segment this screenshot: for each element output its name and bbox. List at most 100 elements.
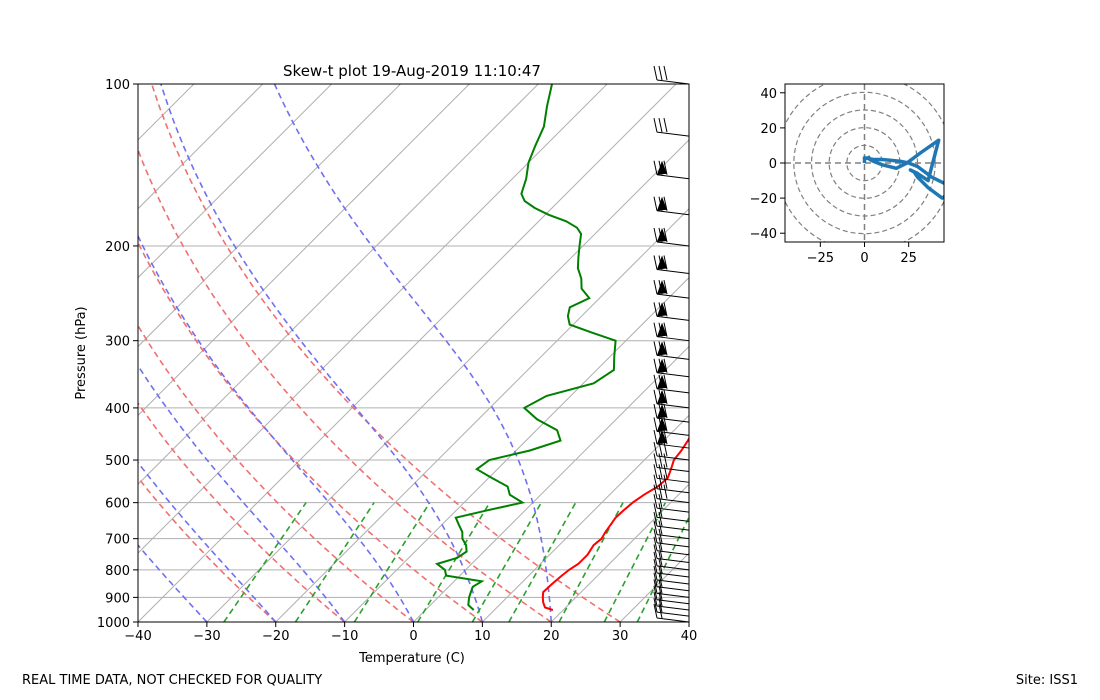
barb-shaft: [656, 79, 690, 85]
barb-shaft: [656, 477, 690, 483]
barb-feather: [653, 544, 658, 559]
barb-feather: [653, 565, 658, 581]
dry-adiabat-line: [138, 324, 414, 622]
barb-pennant: [657, 389, 667, 404]
barb-feather: [653, 429, 658, 445]
barb-feather: [653, 160, 658, 175]
quality-note: REAL TIME DATA, NOT CHECKED FOR QUALITY: [22, 673, 323, 688]
wind-barb: [653, 503, 690, 522]
barb-pennant: [657, 160, 667, 175]
barb-feather: [653, 389, 658, 405]
barb-feather: [653, 484, 658, 499]
barb-feather: [653, 558, 658, 574]
barb-feather: [653, 603, 658, 619]
barb-pennant: [657, 196, 667, 211]
barb-feather: [653, 279, 658, 295]
barb-pennant: [657, 302, 667, 317]
wind-barb: [653, 279, 690, 299]
y-tick-label: 400: [105, 402, 130, 417]
y-tick-label: 500: [105, 454, 130, 469]
y-axis-label: Pressure (hPa): [74, 306, 89, 399]
isotherm-line: [138, 84, 608, 554]
barb-pennant: [657, 280, 667, 295]
isotherm-line: [550, 483, 689, 622]
hodo-x-tick-label: 0: [860, 251, 868, 266]
barb-feather: [653, 441, 658, 457]
isotherm-line: [619, 552, 689, 622]
barb-feather: [653, 503, 658, 518]
y-tick-label: 1000: [97, 616, 130, 631]
barb-shaft: [656, 525, 690, 531]
barb-shaft: [656, 430, 690, 436]
isotherm-line: [688, 621, 689, 622]
barb-feather: [663, 403, 668, 419]
wind-barb: [653, 474, 690, 494]
x-tick-label: 20: [543, 629, 560, 644]
barb-feather: [658, 512, 663, 527]
axis-ticks: −40 −30 −20 −10 0 10 20 30 40 100 200 300 400 500 600 7…: [97, 78, 697, 644]
wind-barb: [653, 464, 690, 483]
barb-feather: [653, 512, 658, 527]
x-tick-label: −40: [124, 629, 151, 644]
barb-feather: [658, 474, 663, 489]
barb-shaft: [656, 268, 690, 274]
barb-feather: [658, 520, 663, 535]
barb-shaft: [656, 550, 690, 556]
barb-feather: [658, 503, 663, 518]
barb-feather: [658, 464, 663, 479]
barb-shaft: [656, 388, 690, 394]
barb-feather: [653, 417, 658, 432]
isotherm-line: [413, 345, 689, 622]
barb-feather: [663, 279, 668, 295]
barb-feather: [653, 341, 658, 356]
barb-shaft: [656, 498, 690, 504]
barb-shaft: [656, 611, 690, 617]
barb-feather: [658, 453, 663, 468]
isotherm-line: [138, 84, 470, 417]
wind-barb: [653, 494, 690, 513]
isotherm-line: [206, 139, 689, 622]
mixing-ratio-line: [353, 502, 431, 622]
wind-barb: [653, 484, 690, 504]
isotherm-line: [138, 84, 332, 279]
wind-barb: [653, 591, 690, 611]
barb-shaft: [656, 315, 690, 321]
hodograph-chart: −25 0 25 40 20 0 −20 −40: [750, 83, 945, 266]
barb-feather: [653, 227, 658, 243]
barb-pennant: [657, 341, 667, 356]
wind-barb: [653, 322, 690, 342]
isotherm-line: [138, 84, 401, 348]
barb-feather: [663, 160, 668, 175]
wind-barb: [653, 528, 690, 548]
barb-shaft: [656, 572, 690, 578]
barb-shaft: [656, 210, 690, 216]
moist-adiabat-line: [160, 84, 484, 622]
isotherm-line: [138, 84, 195, 141]
x-tick-label: −20: [262, 629, 289, 644]
dry-adiabat-line: [138, 241, 483, 622]
wind-barb: [653, 453, 690, 472]
series-group: [434, 84, 689, 611]
barb-feather: [663, 464, 668, 479]
x-tick-label: 10: [474, 629, 491, 644]
barb-shaft: [656, 599, 690, 605]
barb-feather: [653, 196, 658, 211]
barb-feather: [658, 528, 663, 543]
x-tick-label: 30: [612, 629, 629, 644]
wind-barb: [653, 358, 690, 378]
barb-feather: [663, 474, 668, 489]
wind-barb: [653, 302, 690, 321]
wind-barb: [653, 341, 690, 360]
barb-feather: [658, 118, 663, 133]
barb-feather: [653, 464, 658, 479]
mixing-ratio-line: [471, 502, 542, 622]
skewt-chart: Skew-t plot 19-Aug-2019 11:10:47 −40 −30−…: [74, 62, 697, 666]
hodo-y-tick-label: 0: [769, 157, 777, 172]
barb-pennant: [657, 358, 667, 373]
moist-adiabat-line: [138, 364, 346, 622]
y-tick-label: 900: [105, 591, 130, 606]
barb-feather: [653, 374, 658, 389]
moist-adiabat-line: [138, 234, 415, 622]
barb-feather: [653, 65, 658, 81]
hodograph-series: [862, 138, 944, 200]
